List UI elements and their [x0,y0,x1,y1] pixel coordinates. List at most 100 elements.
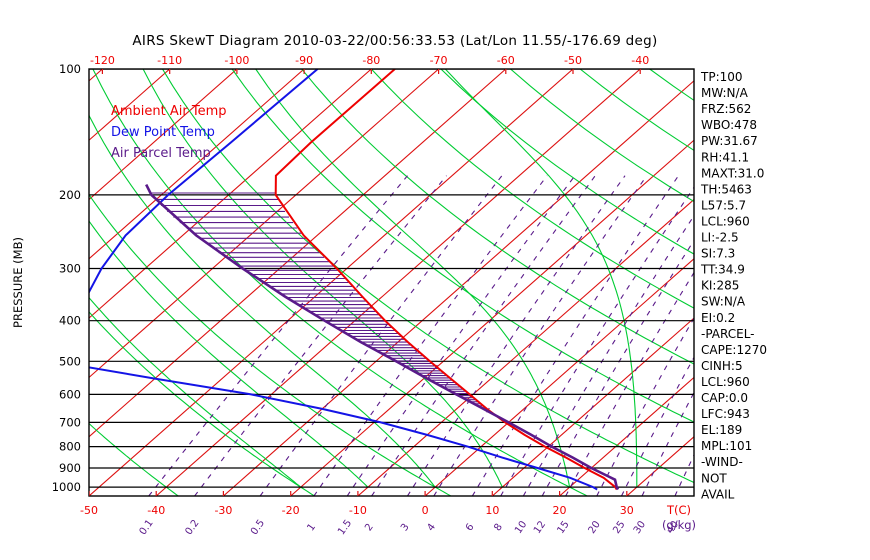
isotherm-line [424,258,694,496]
parameter-item: MPL:101 [701,439,752,453]
pressure-tick-label: 700 [59,415,81,429]
parameter-item: WBO:478 [701,118,757,132]
parameter-item: PW:31.67 [701,134,758,148]
mixing-ratio-line [500,186,694,496]
bottom-temp-tick-label: 0 [422,504,429,517]
mixing-ratio-tick-label: 0.1 [138,518,156,537]
parameter-item: LCL:960 [701,214,750,228]
mixing-ratio-line [194,175,447,496]
parameter-item: MW:N/A [701,86,749,100]
dry-adiabat-line [649,69,694,102]
isotherm-line [828,69,870,496]
pressure-tick-label: 100 [59,62,81,76]
ambient-temp-curve [274,69,618,491]
moist-adiabat-line [142,69,503,488]
parameter-item: TT:34.9 [700,263,745,277]
parameter-item: TH:5463 [700,182,752,196]
mixing-ratio-tick-label: 8 [492,522,505,534]
mixing-ratio-line [259,175,503,496]
bottom-temp-tick-label: -10 [349,504,367,517]
isotherm-line [89,69,238,201]
dry-adiabat-line [89,193,452,496]
isotherm-line [761,69,870,496]
bottom-temp-tick-label: -30 [214,504,232,517]
mixing-ratio-tick-label: 15 [555,519,571,536]
pressure-axis-label: PRESSURE (MB) [11,237,25,328]
parameter-item: EL:189 [701,423,742,437]
top-temp-tick-label: -120 [90,54,115,67]
parameter-item: LCL:960 [701,375,750,389]
parameter-item: CAP:0.0 [701,391,748,405]
top-temp-tick-label: -100 [224,54,249,67]
mixing-ratio-line [346,175,576,496]
pressure-tick-label: 400 [59,314,81,328]
top-temp-tick-label: -50 [564,54,582,67]
mixing-ratio-line [522,214,694,496]
isotherm-line [89,69,305,260]
mixing-ratio-tick-label: 10 [513,519,529,536]
top-temp-tick-label: -110 [157,54,182,67]
isotherm-line [491,317,694,496]
isotherm-line [559,376,694,496]
temp-unit-label: T(C) [666,503,691,517]
parameter-item: CAPE:1270 [701,343,767,357]
mixing-ratio-tick-label: 20 [587,519,603,536]
top-temp-tick-label: -80 [362,54,380,67]
mixing-ratio-tick-label: 12 [532,519,548,536]
parameter-item: SW:N/A [701,295,746,309]
dry-adiabat-line [301,69,694,365]
parameter-item: KI:285 [701,279,739,293]
legend-item-3: Air Parcel Temp [111,146,211,161]
mixing-ratio-line [406,175,626,496]
parameter-item: NOT [701,471,727,485]
mixing-ratio-tick-label: 0.5 [249,518,267,537]
pressure-tick-label: 1000 [52,480,81,494]
mixing-unit-label: (g/kg) [662,518,696,532]
parameter-item: RH:41.1 [701,150,749,164]
top-temp-tick-label: -60 [497,54,515,67]
legend-item-2: Dew Point Temp [111,125,215,140]
parameter-item: CINH:5 [701,359,743,373]
mixing-ratio-line [433,175,648,496]
dry-adiabat-line [89,422,179,496]
bottom-temp-tick-label: -50 [80,504,98,517]
mixing-ratio-tick-label: 6 [464,522,477,534]
mixing-ratio-tick-label: 2 [363,522,376,534]
pressure-tick-label: 800 [59,440,81,454]
legend-item-1: Ambient Air Temp [111,104,227,119]
isotherm-line [89,69,372,319]
bottom-temp-tick-label: 20 [553,504,567,517]
isotherm-line [223,80,694,496]
parameter-item: SI:7.3 [701,247,735,261]
top-temp-tick-label: -90 [295,54,313,67]
parameter-item: EI:0.2 [701,311,735,325]
page-title: AIRS SkewT Diagram 2010-03-22/00:56:33.5… [132,33,658,49]
mixing-ratio-line [471,175,679,496]
top-temp-tick-label: -40 [631,54,649,67]
parameter-item: MAXT:31.0 [701,166,764,180]
parameter-item: LI:-2.5 [701,231,739,245]
isotherm-line [89,69,439,379]
dry-adiabat-line [440,69,694,255]
bottom-temp-tick-label: 30 [620,504,634,517]
pressure-tick-label: 900 [59,461,81,475]
moist-adiabat-line [89,220,369,488]
parameter-item: AVAIL [701,487,735,501]
moist-adiabat-line [89,296,302,488]
pressure-tick-label: 200 [59,188,81,202]
bottom-temp-tick-label: -20 [282,504,300,517]
pressure-tick-label: 500 [59,354,81,368]
parameter-item: -WIND- [701,455,743,469]
parcel-temp-curve [145,184,620,491]
dry-adiabat-line [162,69,694,484]
mixing-ratio-tick-label: 4 [425,522,438,534]
dry-adiabat-line [89,311,315,496]
mixing-ratio-line [148,175,408,496]
moist-adiabat-line [444,69,638,488]
moist-adiabat-line [89,114,436,488]
mixing-ratio-tick-label: 3 [399,522,412,534]
dry-adiabat-line [370,69,694,309]
pressure-tick-label: 600 [59,387,81,401]
bottom-temp-tick-label: -40 [147,504,165,517]
